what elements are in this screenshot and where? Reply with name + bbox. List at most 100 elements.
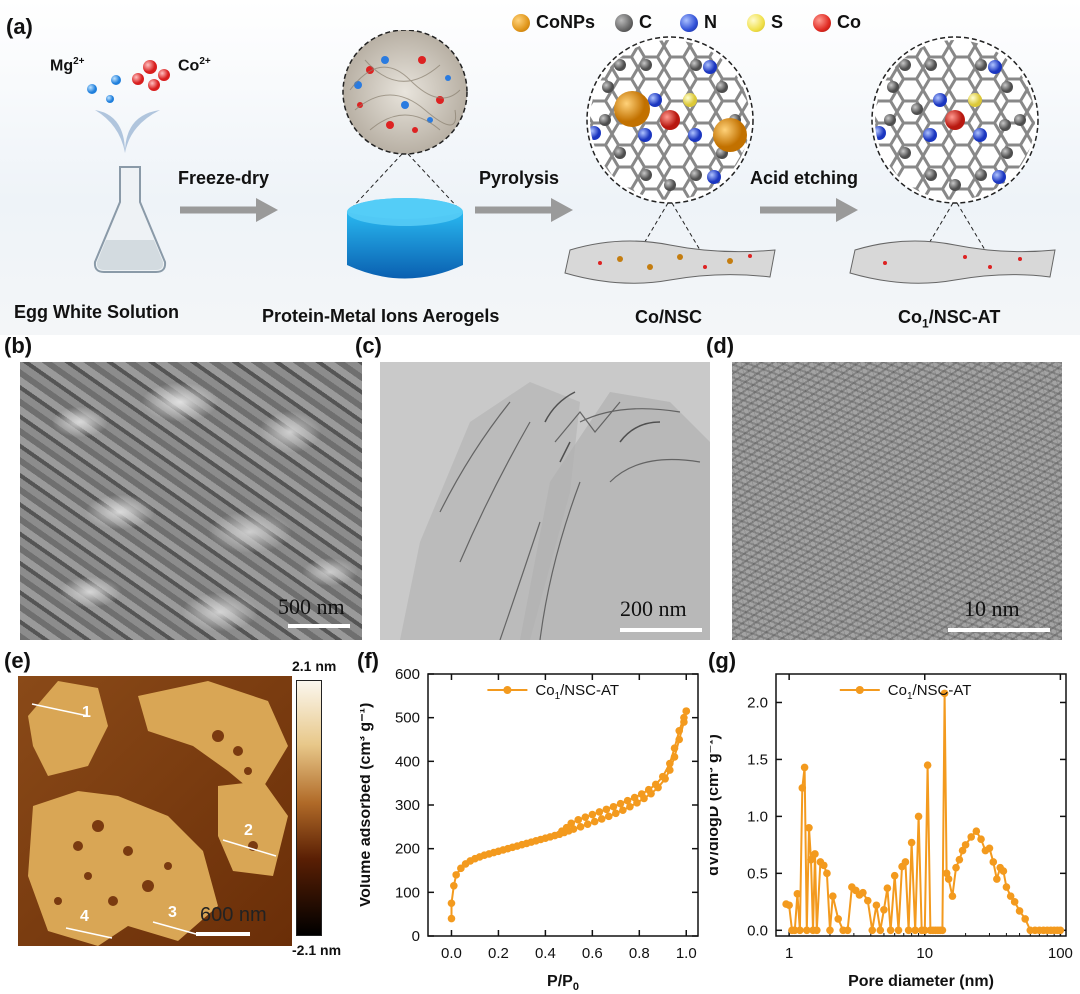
data-point bbox=[911, 926, 919, 935]
data-point bbox=[447, 914, 456, 923]
y-tick-label: 0 bbox=[412, 928, 420, 945]
data-point bbox=[793, 890, 802, 898]
x-tick-label: 0.8 bbox=[629, 945, 650, 962]
data-point bbox=[597, 815, 606, 823]
data-point bbox=[823, 869, 831, 878]
data-point bbox=[595, 808, 604, 816]
tem-image: 200 nm bbox=[380, 362, 710, 640]
y-tick-label: 400 bbox=[395, 753, 420, 770]
co1-nsc-at-illustration bbox=[849, 36, 1056, 284]
data-point bbox=[576, 823, 585, 831]
hrtem-image: 10 nm bbox=[732, 362, 1062, 640]
panel-c-label: (c) bbox=[355, 333, 382, 358]
data-point bbox=[883, 884, 892, 892]
data-point bbox=[819, 861, 828, 870]
arrow-pyrolysis bbox=[475, 198, 573, 222]
data-point bbox=[447, 899, 456, 908]
sem-image: 500 nm bbox=[20, 362, 362, 640]
data-point bbox=[826, 926, 834, 935]
chart-pore-distribution: 0.0 0.5 1.0 1.5 2.0 1 10 100 Co1/NSC-AT Pore diam… bbox=[710, 673, 1073, 990]
ions-illustration bbox=[87, 60, 170, 153]
data-point bbox=[651, 780, 660, 789]
plot-frame bbox=[427, 673, 699, 937]
data-point bbox=[977, 835, 985, 843]
y-axis-label: Volume adsorbed (cm³ g⁻¹) bbox=[360, 703, 374, 908]
data-point bbox=[1006, 892, 1015, 900]
y-tick-label: 0.0 bbox=[747, 922, 768, 939]
cobalt-icon bbox=[813, 13, 832, 32]
y-axis-label: dV/dlogD (cm³ g⁻¹) bbox=[710, 734, 722, 876]
data-point bbox=[834, 915, 843, 923]
x-tick-label: 0.2 bbox=[488, 945, 509, 962]
data-point bbox=[588, 810, 597, 819]
data-point bbox=[807, 855, 815, 864]
data-point bbox=[604, 812, 613, 821]
y-tick-label: 100 bbox=[395, 884, 420, 901]
data-point bbox=[630, 793, 639, 802]
panel-a-label: (a) bbox=[6, 14, 33, 39]
data-point bbox=[967, 833, 976, 841]
y-tick-label: 600 bbox=[395, 666, 420, 683]
data-point bbox=[1015, 907, 1024, 915]
data-point bbox=[843, 926, 852, 935]
x-tick-label: 10 bbox=[916, 945, 933, 962]
conps-icon bbox=[512, 13, 530, 32]
data-point bbox=[637, 790, 646, 798]
data-point bbox=[581, 813, 590, 822]
data-point bbox=[602, 805, 611, 814]
data-point bbox=[914, 812, 923, 821]
step-freeze-dry: Freeze-dry bbox=[178, 168, 270, 188]
data-point bbox=[452, 871, 460, 879]
data-point bbox=[682, 707, 691, 715]
tem-sheets bbox=[400, 382, 710, 640]
step-acid-etching: Acid etching bbox=[750, 168, 859, 188]
legend-item-s: S bbox=[747, 12, 783, 33]
nitrogen-icon bbox=[680, 13, 699, 32]
data-point bbox=[680, 713, 688, 722]
data-point bbox=[961, 841, 970, 849]
afm-line-label-3: 3 bbox=[168, 904, 177, 921]
data-point bbox=[811, 850, 819, 858]
data-point bbox=[626, 802, 634, 811]
data-point bbox=[796, 926, 804, 935]
series-line-0 bbox=[785, 693, 1061, 932]
hrtem-scale-label: 10 nm bbox=[964, 596, 1020, 621]
caption-egg-white: Egg White Solution bbox=[14, 302, 179, 322]
data-point bbox=[907, 838, 916, 847]
co-ion-label: Co2+ bbox=[178, 56, 211, 75]
data-point bbox=[813, 926, 821, 935]
data-point bbox=[952, 863, 960, 872]
legend-item-conps: CoNPs bbox=[512, 12, 595, 33]
data-point bbox=[999, 867, 1008, 875]
panel-g-label: (g) bbox=[708, 648, 737, 673]
data-point bbox=[872, 901, 881, 910]
plot-frame bbox=[775, 673, 1067, 937]
caption-co1-nsc-at: Co1/NSC-AT bbox=[898, 307, 1001, 331]
data-point bbox=[619, 806, 627, 815]
arrow-acid-etching bbox=[760, 198, 858, 222]
data-point bbox=[880, 906, 888, 914]
data-point bbox=[890, 871, 899, 880]
flask-illustration bbox=[93, 166, 167, 273]
panel-d-label: (d) bbox=[706, 333, 735, 358]
data-point bbox=[1021, 915, 1029, 923]
tem-scale-label: 200 nm bbox=[620, 596, 687, 621]
data-point bbox=[609, 802, 618, 811]
afm-image: 1 2 3 4 600 nm bbox=[18, 676, 292, 946]
data-point bbox=[904, 926, 913, 935]
colorbar-min-label: -2.1 nm bbox=[292, 942, 342, 958]
legend-item-n: N bbox=[680, 12, 717, 33]
data-point bbox=[876, 926, 885, 935]
data-point bbox=[644, 785, 653, 794]
afm-line-label-4: 4 bbox=[80, 908, 89, 925]
y-tick-label: 1.5 bbox=[747, 751, 768, 768]
x-tick-label: 1 bbox=[785, 945, 793, 962]
data-point bbox=[938, 926, 947, 935]
data-point bbox=[558, 827, 566, 835]
data-point bbox=[1002, 883, 1011, 891]
panel-b-label: (b) bbox=[4, 333, 33, 358]
data-point bbox=[800, 763, 809, 772]
y-tick-label: 0.5 bbox=[747, 865, 768, 882]
x-axis-label: Pore diameter (nm) bbox=[848, 973, 994, 990]
data-point bbox=[901, 858, 910, 866]
